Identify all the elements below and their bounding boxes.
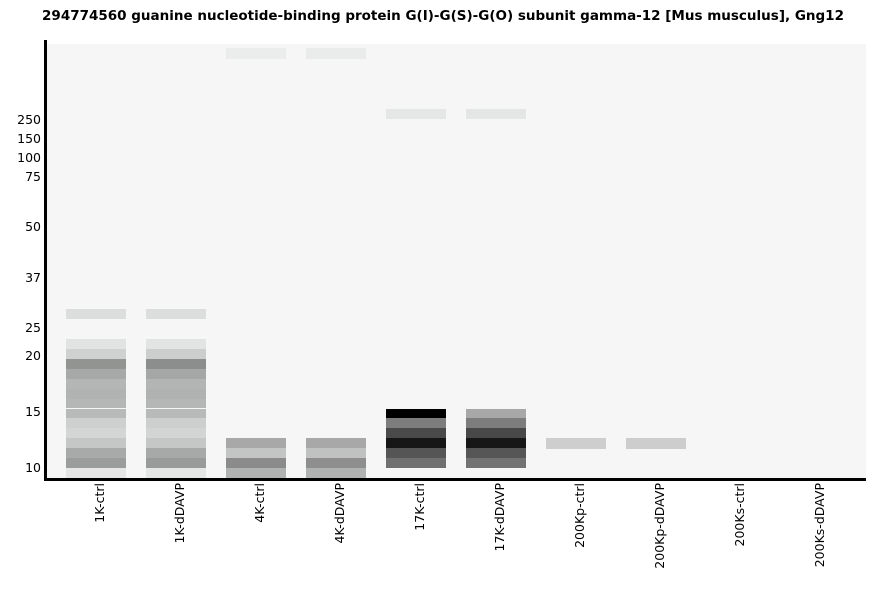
- x-axis-spine: [44, 478, 866, 481]
- mw-label-25: 25: [25, 320, 41, 335]
- band: [306, 458, 366, 469]
- band: [66, 408, 126, 419]
- lane-label-200Ks-dDAVP: 200Ks-dDAVP: [812, 483, 827, 568]
- mw-label-150: 150: [17, 131, 41, 146]
- band: [146, 308, 206, 319]
- band: [306, 438, 366, 449]
- band: [466, 448, 526, 459]
- mw-label-37: 37: [25, 269, 41, 285]
- band: [306, 468, 366, 478]
- band: [146, 348, 206, 359]
- band: [386, 418, 446, 429]
- lane-label-200Kp-dDAVP: 200Kp-dDAVP: [652, 483, 667, 569]
- band: [146, 448, 206, 459]
- band: [386, 109, 446, 119]
- lane-label-200Ks-ctrl: 200Ks-ctrl: [732, 483, 747, 547]
- band: [146, 428, 206, 439]
- mw-label-50: 50: [25, 219, 41, 234]
- band: [226, 458, 286, 469]
- band: [66, 468, 126, 478]
- band: [226, 47, 286, 59]
- lane-label-1K-ctrl: 1K-ctrl: [92, 483, 107, 523]
- band: [66, 358, 126, 369]
- band: [146, 418, 206, 429]
- lane-label-17K-ctrl: 17K-ctrl: [412, 483, 427, 531]
- lane-label-4K-ctrl: 4K-ctrl: [252, 483, 267, 523]
- band: [146, 408, 206, 419]
- band: [306, 448, 366, 459]
- band: [66, 308, 126, 319]
- lane-label-200Kp-ctrl: 200Kp-ctrl: [572, 483, 587, 548]
- y-axis-spine: [44, 40, 47, 481]
- lane-label-1K-dDAVP: 1K-dDAVP: [172, 483, 187, 544]
- band: [226, 448, 286, 459]
- lane-label-17K-dDAVP: 17K-dDAVP: [492, 483, 507, 552]
- band: [66, 378, 126, 389]
- band: [66, 348, 126, 359]
- band: [226, 438, 286, 449]
- mw-label-10: 10: [25, 460, 41, 475]
- band: [66, 368, 126, 379]
- band: [146, 468, 206, 478]
- lane-label-4K-dDAVP: 4K-dDAVP: [332, 483, 347, 544]
- band: [66, 388, 126, 399]
- band: [66, 458, 126, 469]
- band: [66, 428, 126, 439]
- band: [546, 438, 606, 449]
- band: [146, 398, 206, 409]
- mw-label-15: 15: [25, 404, 41, 419]
- band: [66, 339, 126, 349]
- band: [226, 468, 286, 478]
- band: [306, 47, 366, 59]
- band: [66, 438, 126, 449]
- band: [466, 438, 526, 449]
- band: [386, 428, 446, 439]
- band: [146, 458, 206, 469]
- band: [386, 408, 446, 419]
- band: [386, 448, 446, 459]
- band: [66, 448, 126, 459]
- band: [386, 438, 446, 449]
- band: [66, 398, 126, 409]
- band: [146, 339, 206, 349]
- band: [66, 418, 126, 429]
- band: [466, 418, 526, 429]
- band: [146, 368, 206, 379]
- band: [466, 408, 526, 419]
- band: [146, 438, 206, 449]
- band: [466, 109, 526, 119]
- band: [626, 438, 686, 449]
- chart-title: 294774560 guanine nucleotide-binding pro…: [42, 8, 844, 24]
- band: [146, 378, 206, 389]
- band: [146, 358, 206, 369]
- mw-label-100: 100: [17, 150, 41, 165]
- mw-label-20: 20: [25, 347, 41, 363]
- mw-label-250: 250: [17, 112, 41, 127]
- band: [386, 458, 446, 469]
- band: [146, 388, 206, 399]
- band: [466, 458, 526, 469]
- band: [466, 428, 526, 439]
- mw-label-75: 75: [25, 169, 41, 184]
